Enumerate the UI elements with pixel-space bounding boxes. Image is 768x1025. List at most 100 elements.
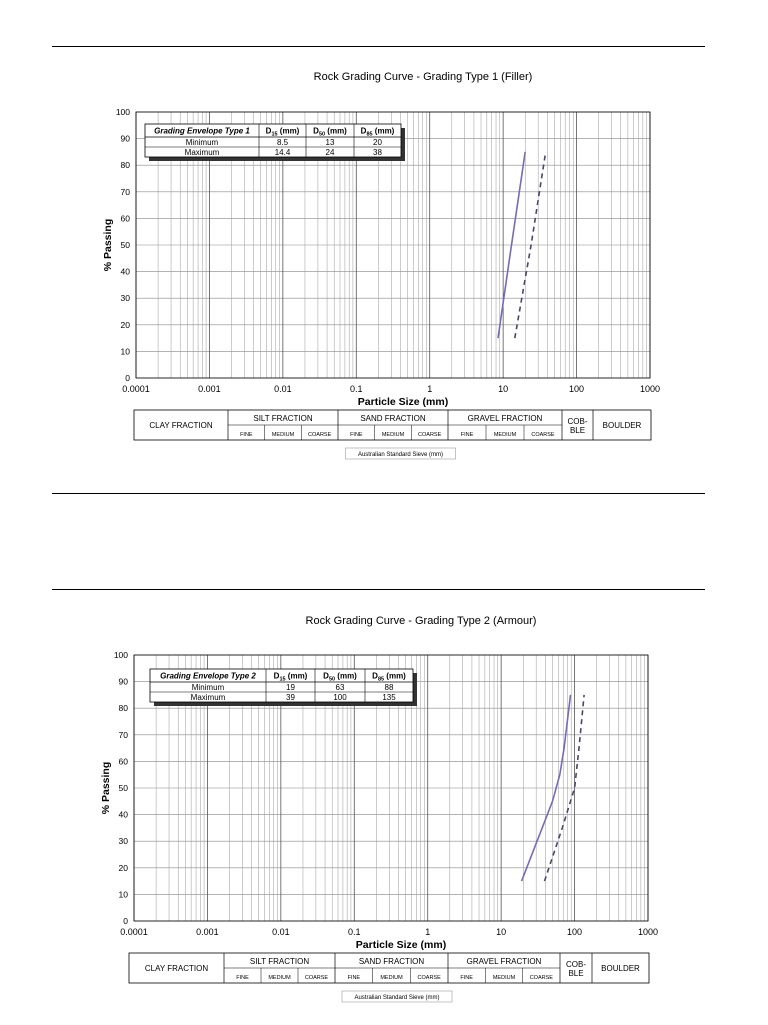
middle-rule-2 (52, 589, 705, 590)
table-header-rest: (mm) (286, 672, 308, 681)
y-tick-label: 30 (121, 293, 131, 303)
x-tick-label: 0.0001 (122, 384, 150, 394)
table-header-rest: (mm) (325, 127, 347, 136)
y-tick-label: 50 (121, 240, 131, 250)
fraction-cobble-2: BLE (568, 969, 583, 978)
fraction-cobble-2: BLE (570, 426, 585, 435)
table-cell: 8.5 (277, 138, 289, 147)
table-header-sub: 15 (271, 132, 277, 138)
y-axis-label: % Passing (102, 219, 114, 272)
fraction-sand: SAND FRACTION (360, 414, 426, 423)
table-header: Grading Envelope Type 2 (160, 672, 256, 681)
table-cell: 13 (326, 138, 335, 147)
y-tick-label: 100 (114, 650, 128, 660)
x-tick-label: 0.01 (272, 927, 290, 937)
x-tick-label: 10 (498, 384, 508, 394)
table-header-rest: (mm) (335, 672, 357, 681)
table-header-d: D (361, 127, 367, 136)
table-box (149, 668, 414, 703)
envelope-table: Grading Envelope Type 1MinimumMaximumD15… (144, 123, 405, 161)
footnote-text: Australian Standard Sieve (mm) (354, 995, 439, 1001)
fraction-sub-label: FINE (240, 432, 253, 438)
fraction-cobble-1: COB- (568, 417, 588, 426)
table-header: Grading Envelope Type 1 (154, 127, 250, 136)
y-tick-label: 40 (119, 810, 129, 820)
y-tick-label: 90 (121, 134, 131, 144)
y-tick-label: 80 (121, 160, 131, 170)
envelope-table: Grading Envelope Type 2MinimumMaximumD15… (149, 668, 417, 706)
fraction-clay: CLAY FRACTION (149, 421, 212, 430)
table-header-sub: 15 (279, 677, 285, 683)
top-rule (52, 46, 705, 47)
fraction-sub-label: COARSE (418, 975, 442, 981)
x-tick-label: 0.001 (196, 927, 219, 937)
fraction-silt: SILT FRACTION (250, 957, 309, 966)
x-axis-label: Particle Size (mm) (358, 396, 448, 408)
plot-frame (133, 654, 649, 922)
middle-rule-1 (52, 493, 705, 494)
table-header-sub: 85 (366, 132, 372, 138)
series-line-solid (497, 151, 526, 339)
table-header-sub: 50 (329, 677, 335, 683)
table-cell: Minimum (192, 683, 225, 692)
chart-title: Rock Grading Curve - Grading Type 2 (Arm… (306, 615, 537, 627)
y-tick-label: 70 (119, 730, 129, 740)
table-header-rest: (mm) (384, 672, 406, 681)
table-header-sub: 50 (319, 132, 325, 138)
y-tick-label: 70 (121, 187, 131, 197)
x-tick-label: 1 (427, 384, 432, 394)
fraction-boulder: BOULDER (603, 421, 642, 430)
x-tick-label: 0.1 (350, 384, 363, 394)
table-cell: 38 (373, 148, 382, 157)
series-line-dashed (543, 694, 585, 882)
table-box (144, 123, 402, 158)
x-tick-label: 100 (569, 384, 584, 394)
fraction-gravel: GRAVEL FRACTION (467, 957, 542, 966)
y-tick-label: 10 (119, 889, 129, 899)
fraction-sub-label: COARSE (530, 975, 554, 981)
series-line-dashed (514, 151, 547, 339)
table-cell: 63 (336, 683, 345, 692)
fraction-sub-label: MEDIUM (268, 975, 291, 981)
grading-chart-type-2: Rock Grading Curve - Grading Type 2 (Arm… (0, 605, 768, 1025)
y-tick-label: 10 (121, 346, 131, 356)
footnote-text: Australian Standard Sieve (mm) (358, 452, 443, 458)
footnote-box (341, 990, 453, 1003)
table-header: D50 (mm) (313, 127, 347, 138)
fraction-boulder: BOULDER (601, 964, 640, 973)
fraction-silt: SILT FRACTION (253, 414, 312, 423)
grading-chart-2-svg: Rock Grading Curve - Grading Type 2 (Arm… (100, 615, 658, 1003)
fraction-sub-label: FINE (236, 975, 249, 981)
y-tick-label: 20 (119, 863, 129, 873)
table-header: D15 (mm) (266, 127, 300, 138)
fraction-sub-label: FINE (348, 975, 361, 981)
y-tick-label: 50 (119, 783, 129, 793)
footnote-box (345, 447, 456, 460)
chart-title: Rock Grading Curve - Grading Type 1 (Fil… (314, 71, 533, 83)
table-header-d: D (372, 672, 378, 681)
fraction-sub-label: COARSE (531, 432, 555, 438)
fraction-sub-label: COARSE (305, 975, 329, 981)
y-tick-label: 0 (123, 916, 128, 926)
table-cell: Maximum (191, 693, 226, 702)
table-cell: 19 (286, 683, 295, 692)
fraction-sub-label: FINE (460, 975, 473, 981)
fraction-sub-label: MEDIUM (382, 432, 405, 438)
table-cell: 24 (326, 148, 335, 157)
table-header-d: D (323, 672, 329, 681)
grading-chart-type-1: Rock Grading Curve - Grading Type 1 (Fil… (0, 60, 768, 480)
fraction-sub-label: FINE (461, 432, 474, 438)
fraction-sub-label: MEDIUM (493, 975, 516, 981)
x-tick-label: 1000 (640, 384, 660, 394)
table-cell: Maximum (185, 148, 220, 157)
table-cell: Minimum (186, 138, 219, 147)
y-tick-label: 90 (119, 677, 129, 687)
table-cell: 100 (333, 693, 347, 702)
fraction-gravel: GRAVEL FRACTION (468, 414, 543, 423)
fraction-clay: CLAY FRACTION (145, 964, 208, 973)
table-header: D15 (mm) (274, 672, 308, 683)
fraction-table: CLAY FRACTION SILT FRACTION SAND FRACTION G… (133, 409, 652, 460)
x-tick-label: 0.001 (198, 384, 221, 394)
table-header-d: D (274, 672, 280, 681)
x-tick-label: 0.0001 (120, 927, 148, 937)
